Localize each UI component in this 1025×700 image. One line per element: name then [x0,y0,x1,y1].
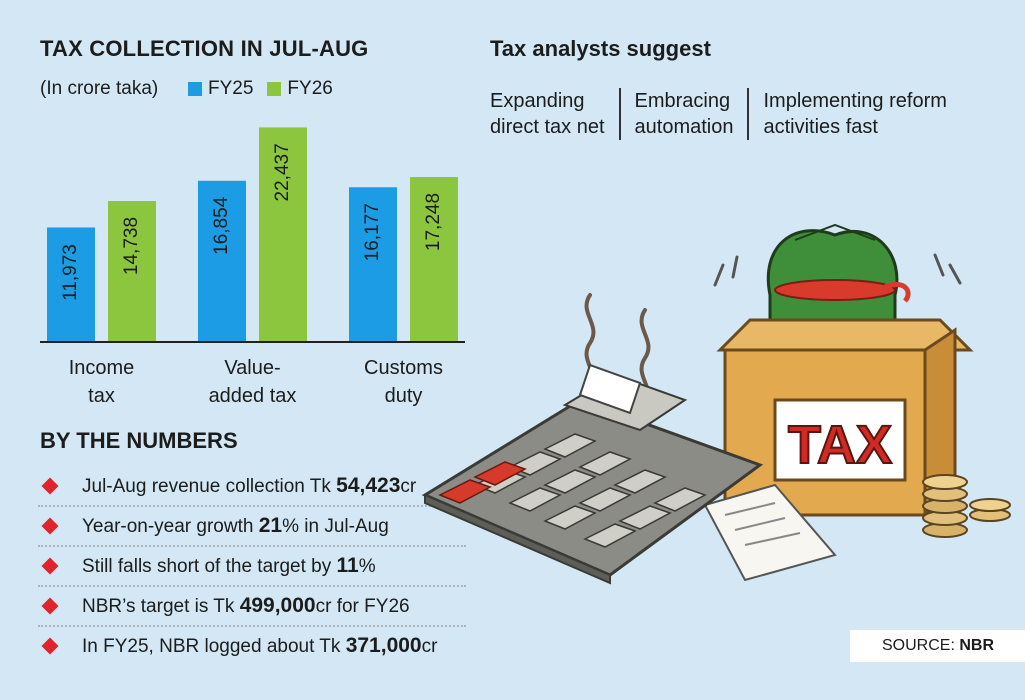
source-credit: SOURCE: NBR [850,630,1025,662]
analysts-title: Tax analysts suggest [490,36,711,61]
box-label: TAX [788,415,892,475]
category-label: Customs [364,357,443,379]
chart-subtitle: (In crore taka) [40,78,159,99]
sparkle-icon [713,253,962,287]
bar-value-label: 14,738 [121,217,142,275]
chart-legend: FY25 FY26 [188,78,333,100]
numbers-item-text: NBR’s target is Tk 499,000cr for FY26 [82,594,410,617]
analysts-suggestions: Expanding direct tax net Embracing automat… [490,88,961,140]
category-label: Income [69,357,135,379]
numbers-item-text: Still falls short of the target by 11% [82,554,376,577]
numbers-item: In FY25, NBR logged about Tk 371,000cr [38,627,466,665]
numbers-item: Jul-Aug revenue collection Tk 54,423cr [38,467,466,507]
bar-chart: 11,973 14,738 Income tax 16,854 22,437 Value-a… [40,127,465,407]
tax-box-icon: TAX [716,318,974,519]
suggestion-automation: Embracing automation [618,88,748,140]
numbers-item: NBR’s target is Tk 499,000cr for FY26 [38,587,466,627]
calculator-icon [421,363,764,585]
bar-value-label: 22,437 [272,143,293,201]
bar-value-label: 16,177 [362,203,383,261]
legend-item-fy25: FY25 [188,78,253,100]
coins-icon [922,474,1011,538]
receipt-icon [703,483,837,582]
legend-label-fy25: FY25 [208,78,254,99]
numbers-item: Year-on-year growth 21% in Jul-Aug [38,507,466,547]
bullet-diamond-icon [41,597,59,615]
bullet-diamond-icon [41,477,59,495]
tax-illustration: TAX [421,223,1011,585]
bar-fy25-2 [349,187,397,342]
numbers-title: BY THE NUMBERS [40,428,238,453]
bar-value-label: 17,248 [423,193,444,251]
suggestion-reform: Implementing reform activities fast [747,88,960,140]
bullet-diamond-icon [41,637,59,655]
legend-item-fy26: FY26 [267,78,333,100]
category-label: tax [88,385,115,407]
numbers-item-text: Jul-Aug revenue collection Tk 54,423cr [82,474,417,497]
category-label: duty [385,385,423,407]
bar-value-label: 16,854 [211,196,232,255]
bullet-diamond-icon [41,517,59,535]
legend-label-fy26: FY26 [287,78,333,99]
bar-fy26-1 [259,127,307,342]
category-label: Value- [224,357,280,379]
bullet-diamond-icon [41,557,59,575]
source-name: NBR [959,637,995,654]
numbers-item-text: In FY25, NBR logged about Tk 371,000cr [82,634,438,657]
category-label: added tax [209,385,297,407]
bar-fy25-0 [47,227,95,342]
legend-swatch-fy26 [267,82,282,96]
chart-title: TAX COLLECTION IN JUL-AUG [40,36,369,61]
numbers-item: Still falls short of the target by 11% [38,547,466,587]
numbers-item-text: Year-on-year growth 21% in Jul-Aug [82,514,389,537]
source-label: SOURCE: [882,637,960,654]
bar-fy26-0 [108,201,156,342]
numbers-list: Jul-Aug revenue collection Tk 54,423cr Y… [38,467,466,665]
bar-fy26-2 [410,177,458,342]
legend-swatch-fy25 [188,82,202,96]
bar-value-label: 11,973 [60,244,81,301]
suggestion-direct-tax: Expanding direct tax net [490,90,605,138]
bar-fy25-1 [198,180,246,342]
